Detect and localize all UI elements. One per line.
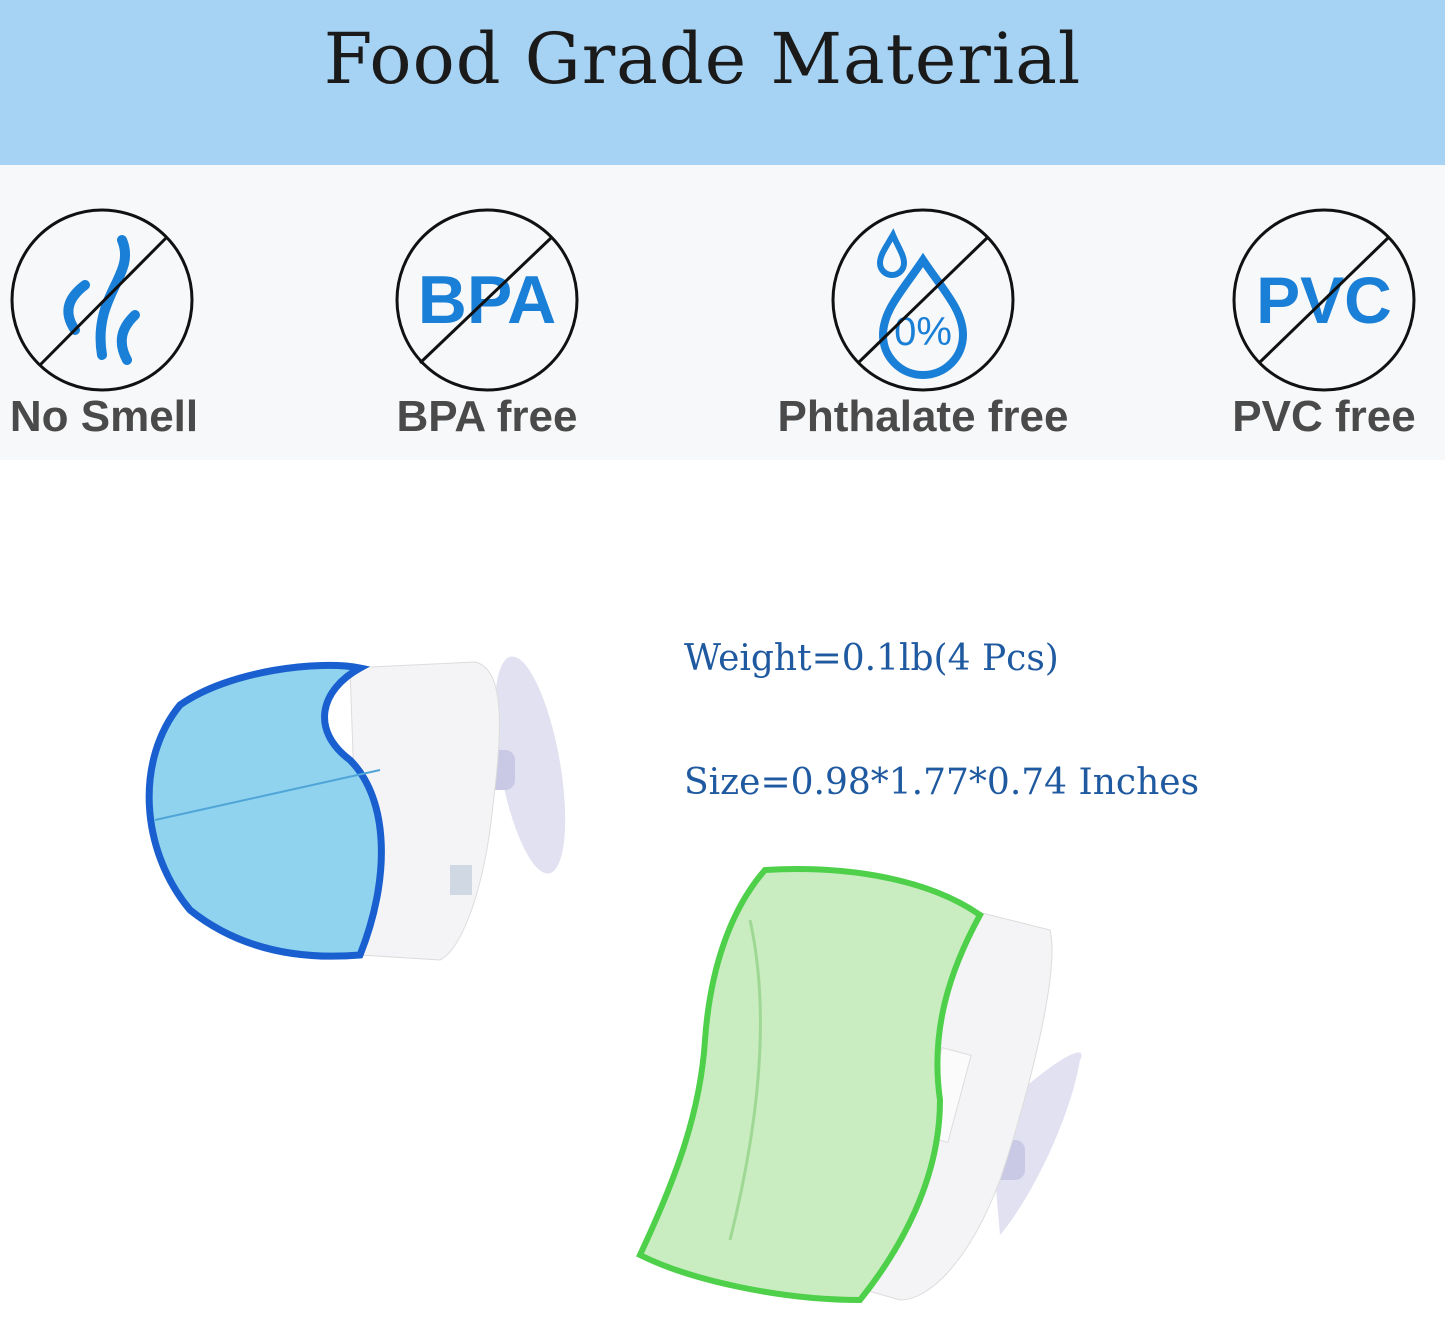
svg-text:0%: 0% [894,310,952,354]
badge-label: BPA free [396,392,578,441]
badge-label: No Smell [9,392,199,441]
header-banner [0,0,1445,165]
no-bpa-icon: BPA [395,208,579,392]
size-spec: Size=0.98*1.77*0.74 Inches [684,762,1200,803]
badge-label: PVC free [1232,392,1416,441]
badge-label: Phthalate free [777,392,1069,441]
no-smell-icon [10,208,194,392]
no-pvc-icon: PVC [1232,208,1416,392]
badges-strip [0,165,1445,460]
no-phthalate-icon: 0% [831,208,1015,392]
green-feeder-image [636,866,1082,1304]
blue-feeder-image [145,656,566,961]
page-title: Food Grade Material [323,18,1082,100]
weight-spec: Weight=0.1lb(4 Pcs) [684,638,1059,679]
